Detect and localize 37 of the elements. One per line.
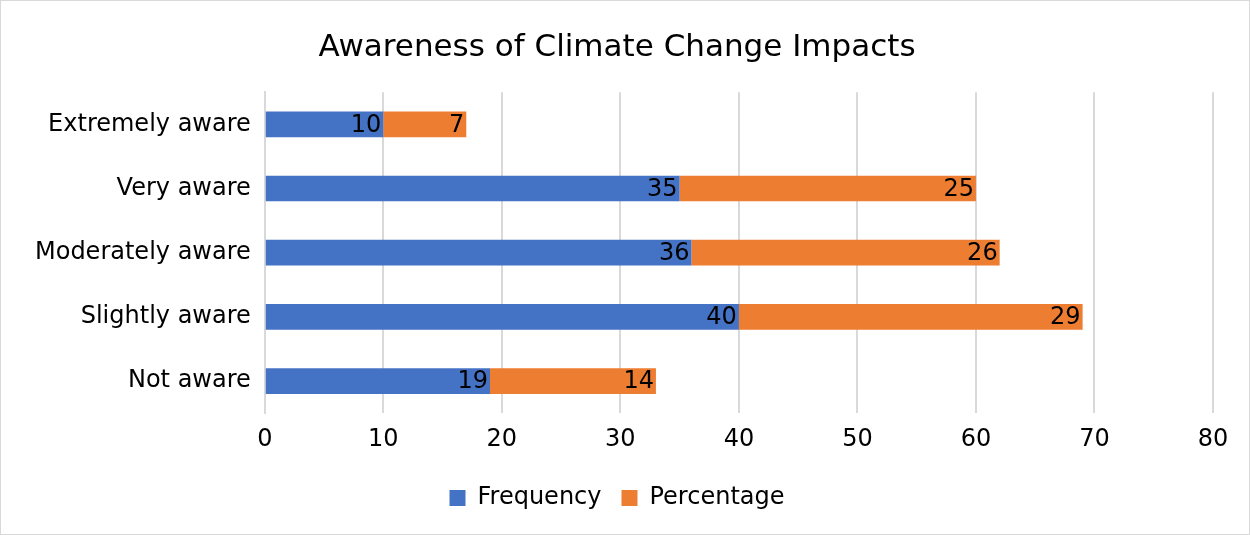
legend-label: Percentage	[649, 482, 785, 511]
data-label: 14	[623, 366, 654, 395]
x-tick-label: 10	[368, 423, 399, 452]
bar	[265, 304, 739, 330]
data-label: 40	[706, 302, 737, 331]
data-label: 10	[350, 109, 382, 138]
bar	[383, 111, 467, 138]
chart-title: Awareness of Climate Change Impacts	[318, 26, 916, 63]
y-tick-label: Not aware	[127, 365, 251, 394]
data-label: 19	[457, 366, 488, 395]
x-tick-label: 20	[486, 423, 518, 452]
bar	[679, 175, 976, 202]
y-tick-label: Slightly aware	[80, 301, 251, 330]
bar	[265, 239, 692, 266]
bar	[265, 368, 490, 394]
data-label: 25	[943, 173, 974, 202]
bar	[265, 111, 384, 138]
x-tick-label: 0	[257, 423, 273, 452]
data-label: 29	[1050, 302, 1081, 331]
x-tick-label: 30	[605, 423, 636, 452]
legend-label: Frequency	[477, 482, 602, 511]
y-tick-label: Very aware	[116, 172, 251, 201]
bar	[265, 175, 680, 202]
data-label: 36	[658, 237, 690, 266]
x-tick-label: 80	[1197, 423, 1229, 452]
y-tick-label: Moderately aware	[34, 236, 251, 265]
x-tick-label: 60	[960, 423, 992, 452]
x-tick-label: 70	[1079, 423, 1110, 452]
x-tick-label: 40	[723, 423, 755, 452]
y-tick-label: Extremely aware	[48, 108, 251, 137]
x-tick-label: 50	[842, 423, 873, 452]
data-label: 7	[449, 109, 465, 138]
data-label: 26	[967, 237, 998, 266]
bar	[691, 239, 1000, 266]
bar	[489, 368, 656, 394]
data-label: 35	[647, 173, 678, 202]
bar	[738, 304, 1083, 330]
